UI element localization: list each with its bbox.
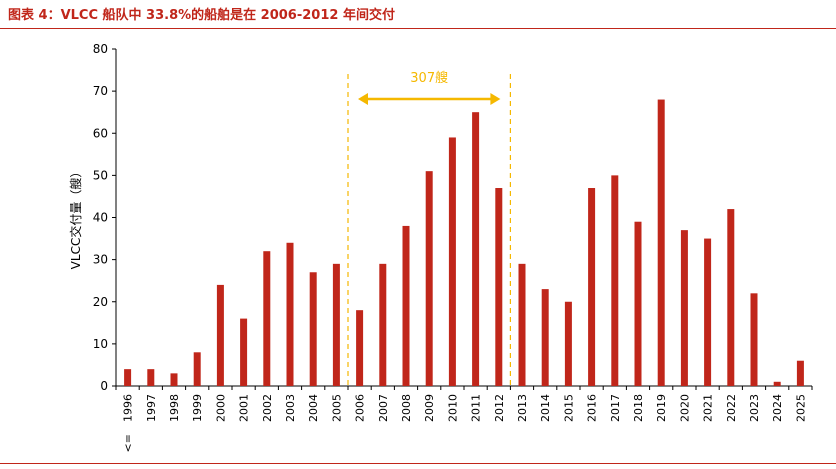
x-tick-label: 2017: [609, 394, 622, 422]
footer-divider: [0, 463, 836, 464]
x-tick-label: 2019: [655, 394, 668, 422]
x-tick-label: 2001: [238, 394, 251, 422]
x-tick-label: 2021: [702, 394, 715, 422]
y-tick-label: 30: [93, 253, 108, 267]
x-tick-label-suffix: <=: [122, 434, 135, 452]
arrow-head-right-icon: [490, 93, 501, 105]
x-tick-label: 2010: [446, 394, 459, 422]
x-tick-label: 2012: [493, 394, 506, 422]
x-tick-label: 1997: [145, 394, 158, 422]
x-tick-label: 2024: [771, 394, 784, 422]
bar: [240, 318, 248, 386]
bar: [588, 188, 596, 386]
x-tick-label: 2025: [794, 394, 807, 422]
bar: [727, 209, 735, 386]
x-tick-label: 1998: [168, 394, 181, 422]
y-tick-label: 40: [93, 211, 108, 225]
x-tick-label: 2004: [307, 394, 320, 422]
bar: [472, 112, 480, 386]
y-tick-label: 10: [93, 337, 108, 351]
x-tick-label: 2009: [423, 394, 436, 422]
bar: [402, 225, 410, 386]
bar: [425, 171, 433, 386]
title-divider: [0, 28, 836, 29]
bar: [263, 251, 271, 386]
y-axis-label: VLCC交付量（艘）: [68, 166, 83, 270]
x-tick-label: 2022: [725, 394, 738, 422]
y-tick-label: 0: [100, 379, 108, 393]
bar: [680, 230, 688, 386]
bar: [356, 310, 364, 386]
bar: [657, 99, 665, 387]
bar: [379, 263, 387, 386]
x-tick-label: 1999: [191, 394, 204, 422]
bar: [309, 272, 317, 386]
bar: [124, 369, 132, 386]
x-tick-label: 2023: [748, 394, 761, 422]
bar: [634, 221, 642, 386]
bar: [796, 360, 804, 386]
x-tick-label: 2000: [214, 394, 227, 422]
y-tick-label: 60: [93, 126, 108, 140]
x-tick-label: 2006: [354, 394, 367, 422]
bar: [193, 352, 201, 386]
x-tick-label: 2007: [377, 394, 390, 422]
bar: [332, 263, 340, 386]
x-tick-label: 2013: [516, 394, 529, 422]
x-tick-label: 2020: [678, 394, 691, 422]
x-tick-label: 2016: [586, 394, 599, 422]
x-tick-label: 2011: [470, 394, 483, 422]
bar: [495, 188, 503, 386]
bar: [448, 137, 456, 386]
bar: [216, 284, 224, 386]
x-tick-label: 2014: [539, 394, 552, 422]
x-tick-label: 2008: [400, 394, 413, 422]
bar: [541, 289, 549, 386]
bar: [286, 242, 294, 386]
bar: [611, 175, 619, 386]
period-annotation-label: 307艘: [410, 70, 448, 86]
y-tick-label: 50: [93, 168, 108, 182]
x-tick-label: 2015: [562, 394, 575, 422]
bar: [170, 373, 178, 386]
x-tick-label: 1996: [122, 394, 135, 422]
x-tick-label: 2005: [330, 394, 343, 422]
y-tick-label: 20: [93, 295, 108, 309]
bar: [147, 369, 155, 386]
x-tick-label: 2002: [261, 394, 274, 422]
bar: [704, 238, 712, 386]
y-tick-label: 80: [93, 42, 108, 56]
bar: [773, 381, 781, 386]
bar: [750, 293, 758, 386]
bar: [518, 263, 526, 386]
y-tick-label: 70: [93, 84, 108, 98]
x-tick-label: 2003: [284, 394, 297, 422]
bar: [564, 301, 572, 386]
arrow-head-left-icon: [358, 93, 368, 105]
chart-title: 图表 4：VLCC 船队中 33.8%的船舶是在 2006-2012 年间交付: [8, 8, 395, 23]
x-tick-label: 2018: [632, 394, 645, 422]
